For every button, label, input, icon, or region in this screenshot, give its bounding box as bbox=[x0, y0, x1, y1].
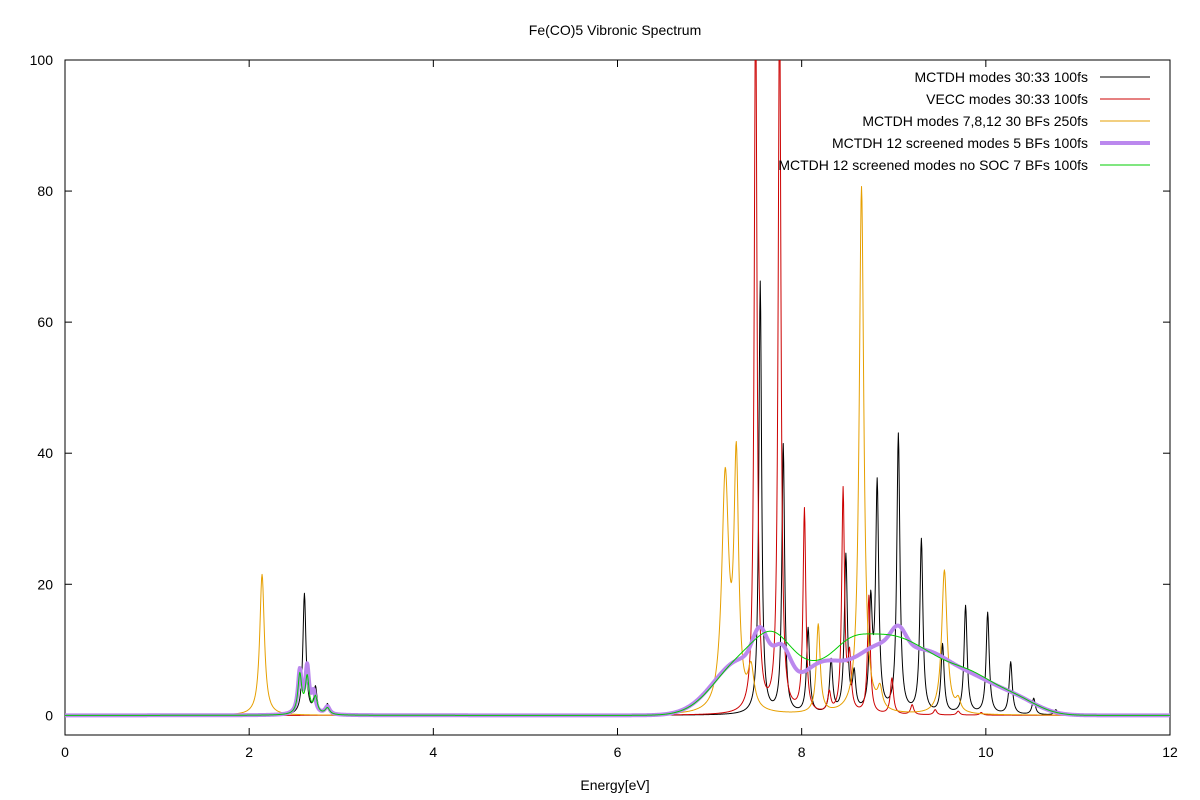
legend-entry-label: MCTDH modes 30:33 100fs bbox=[914, 69, 1088, 85]
y-tick-label: 0 bbox=[45, 707, 53, 723]
y-tick-label: 100 bbox=[30, 52, 54, 68]
legend: MCTDH modes 30:33 100fs VECC modes 30:33 … bbox=[778, 69, 1150, 173]
x-tick-label: 12 bbox=[1162, 744, 1178, 760]
y-tick-label: 20 bbox=[37, 576, 53, 592]
x-tick-label: 0 bbox=[61, 744, 69, 760]
series-line-2 bbox=[65, 186, 1170, 716]
x-tick-label: 8 bbox=[798, 744, 806, 760]
series-line-1 bbox=[65, 60, 1170, 716]
axis-ticks: 0 2 4 6 8 10 12 0 20 40 60 80 100 bbox=[30, 52, 1178, 760]
legend-entry-label: MCTDH modes 7,8,12 30 BFs 250fs bbox=[862, 113, 1088, 129]
x-tick-label: 2 bbox=[245, 744, 253, 760]
series-line-0 bbox=[65, 280, 1170, 716]
legend-entry-label: VECC modes 30:33 100fs bbox=[926, 91, 1088, 107]
x-axis-label: Energy[eV] bbox=[580, 777, 649, 793]
y-tick-label: 80 bbox=[37, 183, 53, 199]
y-tick-label: 60 bbox=[37, 314, 53, 330]
legend-entry-label: MCTDH 12 screened modes 5 BFs 100fs bbox=[832, 135, 1088, 151]
series-line-4 bbox=[65, 630, 1170, 716]
chart-title: Fe(CO)5 Vibronic Spectrum bbox=[529, 22, 701, 38]
series-curves bbox=[65, 60, 1170, 718]
x-tick-label: 4 bbox=[429, 744, 437, 760]
x-tick-label: 10 bbox=[978, 744, 994, 760]
series-line-3 bbox=[65, 623, 1170, 718]
x-tick-label: 6 bbox=[614, 744, 622, 760]
legend-entry-label: MCTDH 12 screened modes no SOC 7 BFs 100… bbox=[778, 157, 1088, 173]
y-tick-label: 40 bbox=[37, 445, 53, 461]
